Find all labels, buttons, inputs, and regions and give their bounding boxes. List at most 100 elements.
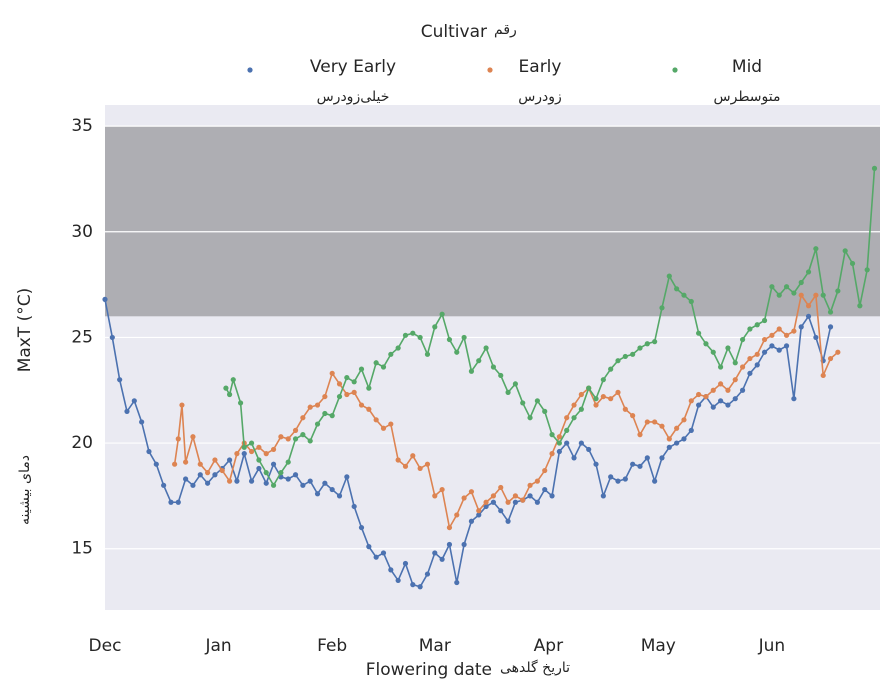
data-point [505,518,511,524]
data-point [644,455,650,461]
data-point [556,448,562,455]
data-point [718,398,724,404]
data-point [248,440,255,446]
data-point [454,579,460,586]
data-point [754,351,760,357]
data-point [674,440,680,446]
data-point [263,451,269,457]
data-point [593,461,599,467]
data-point [380,550,387,556]
data-point [871,165,878,171]
data-point [703,341,709,347]
data-point [278,470,284,476]
data-point [644,419,650,425]
data-point [842,248,848,254]
data-point [373,360,379,366]
data-point [791,396,797,402]
plot-layer [102,125,880,590]
data-point [542,486,548,493]
data-point [329,370,335,376]
data-point [300,415,306,421]
data-point [696,330,702,336]
x-tick-label: Feb [317,636,347,656]
data-point [739,387,746,393]
data-point [769,332,775,338]
data-point [688,398,694,404]
legend-label: Early [519,57,562,77]
data-point [615,358,621,364]
data-point [696,402,702,408]
data-point [718,381,724,387]
data-point [783,343,790,349]
data-point [278,434,284,440]
data-point [710,349,716,355]
data-point [710,404,716,410]
data-point [358,524,365,531]
data-point [241,444,247,450]
data-point [571,402,577,408]
data-point [791,328,797,334]
y-axis-label: MaxT (°C) [15,288,35,373]
data-point [226,391,233,398]
data-point [336,493,343,499]
data-point [630,351,636,357]
data-point [622,353,628,360]
data-point [124,408,130,414]
data-point [197,472,203,478]
data-point [490,493,497,499]
data-point [681,417,687,423]
data-point [542,467,548,474]
data-point [197,461,203,467]
data-point [446,541,453,548]
data-point [512,381,519,387]
data-point [520,400,526,406]
data-point [666,436,672,442]
data-point [358,366,365,372]
x-tick-label: Jan [204,636,231,656]
data-point [827,309,834,315]
data-point [446,336,453,343]
data-point [783,332,790,338]
series-line [104,299,832,588]
data-point [344,374,350,381]
data-point [659,305,665,311]
data-point [542,408,548,414]
data-point [234,451,240,457]
x-tick-label: May [641,636,676,656]
data-point [769,284,775,290]
data-point [454,349,460,355]
data-point [336,381,343,387]
data-point [754,322,760,328]
x-tick-label: Dec [89,636,122,656]
data-point [446,524,453,531]
data-point [725,345,731,351]
data-point [820,372,826,379]
data-point [534,398,540,404]
data-point [190,434,196,440]
data-point [725,387,731,393]
data-point [226,457,233,463]
data-point [263,470,269,476]
data-point [183,476,189,482]
data-point [146,448,152,455]
data-point [600,393,606,400]
data-point [424,351,431,357]
data-point [813,334,819,341]
legend-title: Cultivar [421,22,487,42]
data-point [314,402,321,408]
data-point [388,421,394,427]
data-point [285,459,291,465]
data-point [630,413,636,419]
data-point [696,391,702,398]
data-point [402,332,409,338]
data-point [270,461,277,467]
data-point [659,455,665,461]
shaded-band [105,126,880,317]
legend-label-fa: زودرس [518,89,562,105]
data-point [586,446,592,453]
data-point [424,461,431,467]
data-point [402,463,409,469]
data-point [131,398,137,404]
data-point [476,512,482,518]
data-point [498,484,504,491]
